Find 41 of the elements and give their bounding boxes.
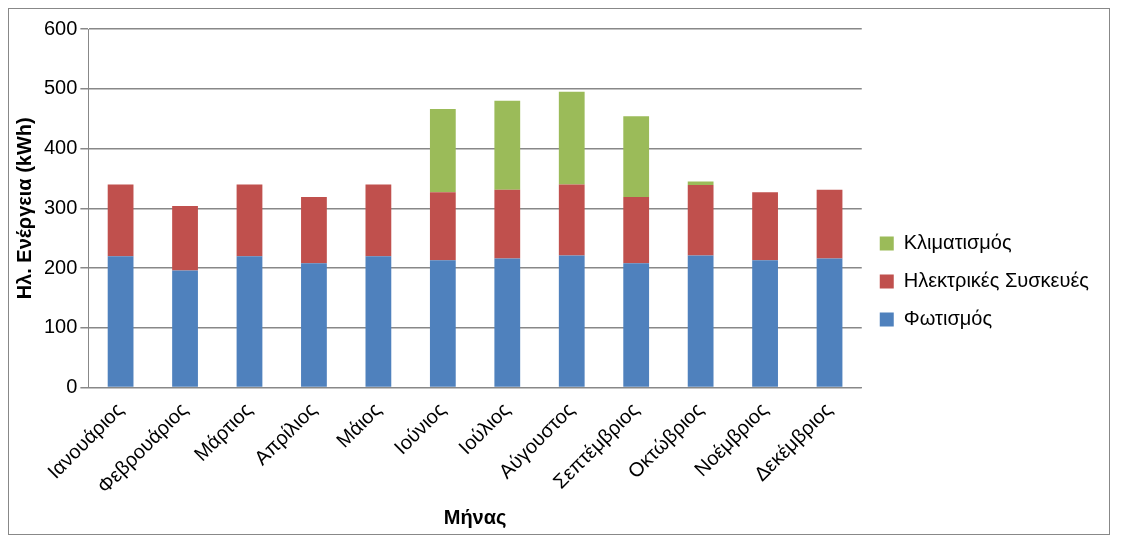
y-axis-title: Ηλ. Ενέργεια (kWh) [12,117,35,300]
bar [623,196,650,264]
bar [623,263,650,387]
bar [558,255,585,387]
y-tick-label: 0 [66,375,78,398]
y-tick-label: 400 [43,136,78,159]
bar [429,260,456,387]
bar [301,263,327,387]
bar [107,256,134,387]
bar [236,184,263,257]
bar [558,184,585,256]
bar [752,192,778,261]
bar [816,258,843,387]
y-tick-label: 200 [43,255,78,278]
bar [172,270,198,387]
legend-label: Φωτισμός [903,307,993,330]
bar [301,196,327,264]
bar [623,116,650,197]
bar [365,256,392,387]
x-axis-title: Μήνας [443,505,507,528]
bar [494,258,521,387]
y-tick-label: 500 [43,76,78,99]
bar [429,109,456,193]
bar [494,189,521,259]
bar [172,205,198,271]
y-tick-label: 300 [43,195,78,218]
legend-label: Ηλεκτρικές Συσκευές [903,269,1090,292]
y-tick-label: 100 [43,315,78,338]
bar [687,255,714,387]
bar [429,192,456,261]
bar [687,181,714,185]
legend-label: Κλιματισμός [903,231,1012,254]
bar [365,184,392,257]
bar [752,260,778,387]
bar [494,100,521,190]
bar [107,184,134,257]
bar [558,91,585,185]
bar [816,189,843,259]
bar [687,185,714,256]
y-tick-label: 600 [43,16,78,39]
bar [236,256,263,387]
